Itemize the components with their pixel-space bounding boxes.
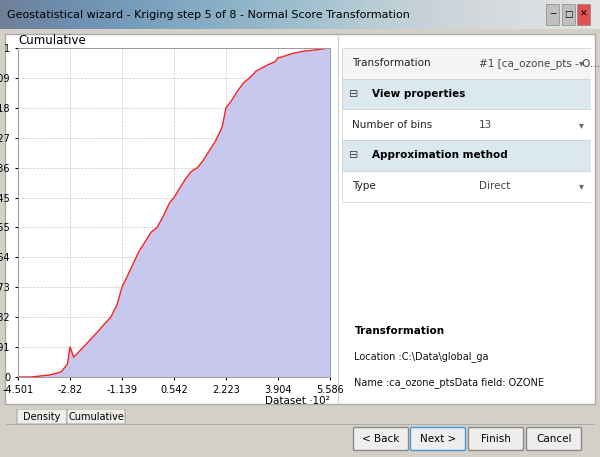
Text: Next >: Next > xyxy=(420,434,456,444)
Text: Type: Type xyxy=(352,181,376,191)
Text: Name :ca_ozone_ptsData field: OZONE: Name :ca_ozone_ptsData field: OZONE xyxy=(355,377,544,388)
Text: Location :C:\Data\global_ga: Location :C:\Data\global_ga xyxy=(355,351,489,362)
Text: Geostatistical wizard - Kriging step 5 of 8 - Normal Score Transformation: Geostatistical wizard - Kriging step 5 o… xyxy=(7,10,410,20)
Text: Density: Density xyxy=(23,411,61,421)
FancyBboxPatch shape xyxy=(342,109,591,140)
Text: □: □ xyxy=(564,10,572,19)
Text: 13: 13 xyxy=(479,120,492,130)
FancyBboxPatch shape xyxy=(17,409,67,424)
Text: Finish: Finish xyxy=(481,434,511,444)
Text: Direct: Direct xyxy=(479,181,511,191)
Text: ▾: ▾ xyxy=(578,58,584,69)
X-axis label: Dataset ·10²: Dataset ·10² xyxy=(265,396,330,406)
Text: Cancel: Cancel xyxy=(536,434,572,444)
FancyBboxPatch shape xyxy=(469,427,523,451)
FancyBboxPatch shape xyxy=(546,5,559,25)
FancyBboxPatch shape xyxy=(562,5,575,25)
Text: View properties: View properties xyxy=(372,89,465,99)
Text: ⊟: ⊟ xyxy=(349,89,359,99)
FancyBboxPatch shape xyxy=(342,48,591,79)
FancyBboxPatch shape xyxy=(410,427,466,451)
Text: Number of bins: Number of bins xyxy=(352,120,432,130)
FancyBboxPatch shape xyxy=(342,171,591,202)
FancyBboxPatch shape xyxy=(527,427,581,451)
Text: Transformation: Transformation xyxy=(355,326,445,336)
Text: ▾: ▾ xyxy=(578,181,584,191)
Text: ▾: ▾ xyxy=(578,120,584,130)
Text: ─: ─ xyxy=(550,10,555,19)
Text: ⊟: ⊟ xyxy=(349,150,359,160)
FancyBboxPatch shape xyxy=(577,5,590,25)
Text: Transformation: Transformation xyxy=(352,58,431,69)
Text: Approximation method: Approximation method xyxy=(372,150,508,160)
Text: #1 [ca_ozone_pts - O...: #1 [ca_ozone_pts - O... xyxy=(479,58,600,69)
FancyBboxPatch shape xyxy=(353,427,409,451)
FancyBboxPatch shape xyxy=(342,140,591,171)
FancyBboxPatch shape xyxy=(5,34,595,404)
Text: ✕: ✕ xyxy=(580,10,587,19)
FancyBboxPatch shape xyxy=(67,409,125,424)
Text: Cumulative: Cumulative xyxy=(18,34,86,47)
FancyBboxPatch shape xyxy=(342,79,591,109)
Text: Cumulative: Cumulative xyxy=(68,411,124,421)
Text: < Back: < Back xyxy=(362,434,400,444)
